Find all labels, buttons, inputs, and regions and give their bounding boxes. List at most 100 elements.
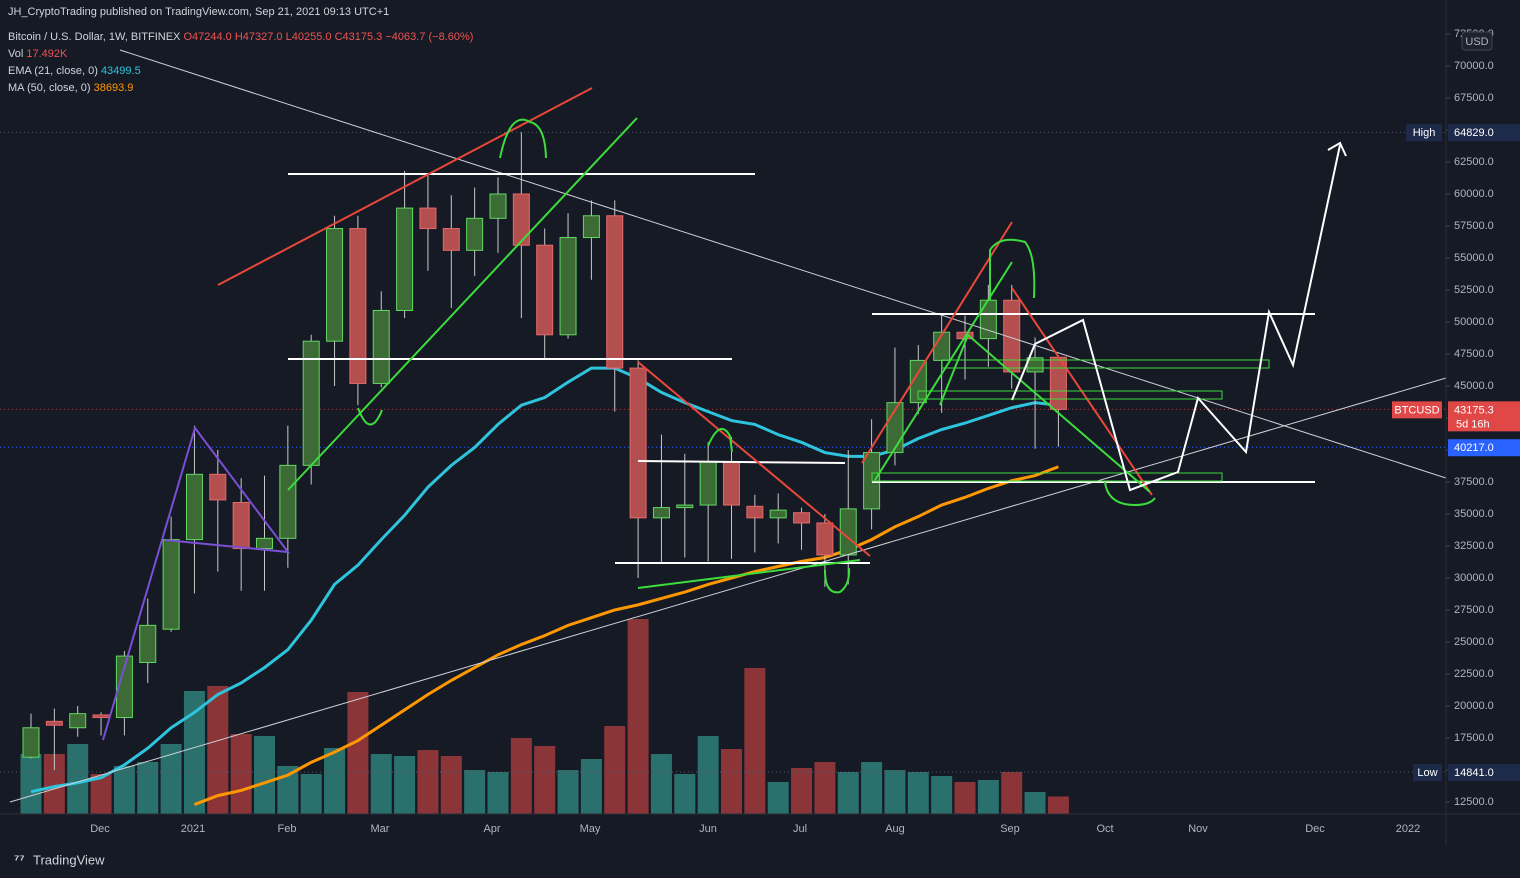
candle-body: [979, 299, 997, 340]
y-tick-label: 45000.0: [1454, 380, 1494, 392]
change: −4063.7 (−8.60%): [385, 31, 474, 43]
y-tick-label: 20000.0: [1454, 700, 1494, 712]
x-tick-label: Apr: [483, 823, 500, 835]
volume-bar: [791, 768, 813, 814]
x-tick-label: Jul: [793, 823, 807, 835]
price-label-box: [1448, 401, 1520, 432]
y-tick-label: 17500.0: [1454, 732, 1494, 744]
indicator-name: MA (50, close, 0): [8, 82, 91, 94]
volume-bar: [884, 770, 906, 814]
symbol: Bitcoin / U.S. Dollar, 1W, BITFINEX: [8, 31, 181, 43]
volume-bar: [160, 744, 182, 814]
volume-bar: [464, 770, 486, 814]
candle-body: [512, 193, 530, 246]
price-tag-box: [1413, 764, 1442, 782]
volume-bar: [767, 782, 789, 814]
price-label-box: [1448, 439, 1520, 457]
volume-bar: [324, 748, 346, 814]
candle-body: [139, 624, 157, 663]
indicator-name: Vol: [8, 48, 24, 60]
volume-bar: [604, 726, 626, 814]
price-label-box: [1448, 124, 1520, 142]
y-tick-label: 12500.0: [1454, 796, 1494, 808]
purple-pattern: [102, 425, 291, 741]
indicator-value: 38693.9: [93, 82, 134, 94]
drawings: [9, 49, 1446, 803]
volume-bar: [20, 754, 42, 814]
ohlc: H47327.0: [234, 31, 283, 43]
currency: USD: [1465, 36, 1488, 48]
indicator-value: 17.492K: [26, 48, 68, 60]
volume-bar: [650, 754, 672, 814]
candle-body: [582, 215, 600, 239]
volume-bar: [90, 774, 112, 814]
candle-body: [185, 473, 203, 541]
indicator-name: EMA (21, close, 0): [8, 65, 98, 77]
candle-layer: [22, 132, 1067, 770]
volume-bar: [580, 759, 602, 814]
volume-bar: [721, 749, 742, 814]
y-tick-label: 62500.0: [1454, 156, 1494, 168]
volume-bar: [1001, 772, 1023, 814]
volume-bar: [347, 692, 369, 814]
logo-mark: ⁷⁷: [14, 851, 25, 866]
candle-body: [489, 193, 507, 219]
volume-bar: [907, 772, 929, 814]
indicator-row: MA (50, close, 0) 38693.9: [8, 80, 473, 97]
candle-body: [652, 507, 670, 519]
candle-body: [209, 473, 227, 501]
x-tick-label: May: [580, 823, 601, 835]
price-label-value: 64829.0: [1454, 127, 1494, 139]
projection-path: [1011, 144, 1341, 492]
candle-body: [909, 359, 927, 404]
candle-body: [466, 217, 484, 251]
candle-body: [45, 720, 63, 726]
candle-body: [442, 228, 460, 251]
volume-bar: [277, 766, 299, 814]
symbol-row: Bitcoin / U.S. Dollar, 1W, BITFINEX O472…: [8, 29, 473, 46]
indicator-value: 43499.5: [100, 65, 141, 77]
candle-body: [372, 309, 390, 384]
volume-bar: [534, 746, 556, 814]
candle-body: [793, 512, 811, 524]
price-lines: [0, 131, 1446, 773]
y-tick-label: 57500.0: [1454, 220, 1494, 232]
candle-body: [723, 461, 740, 506]
x-tick-label: Mar: [371, 823, 390, 835]
volume-bar: [417, 750, 439, 814]
volume-bar: [977, 780, 999, 814]
candle-body: [559, 237, 577, 336]
levels: [288, 173, 1315, 564]
y-tick-label: 32500.0: [1454, 540, 1494, 552]
axes: 12500.015000.017500.020000.022500.025000…: [90, 28, 1520, 835]
y-tick-label: 55000.0: [1454, 252, 1494, 264]
volume-bar: [557, 770, 579, 814]
candle-body: [746, 505, 764, 519]
x-tick-label: Dec: [1305, 823, 1325, 835]
candle-body: [326, 228, 344, 342]
x-tick-label: Aug: [885, 823, 905, 835]
x-tick-label: Nov: [1188, 823, 1208, 835]
y-tick-label: 52500.0: [1454, 284, 1494, 296]
candle-body: [606, 215, 624, 369]
volume-bar: [674, 774, 696, 814]
currency-badge[interactable]: [1461, 31, 1493, 51]
volume-bar: [510, 738, 532, 814]
price-tag: BTCUSD: [1394, 404, 1439, 416]
x-tick-label: Jun: [699, 823, 717, 835]
indicator-row: EMA (21, close, 0) 43499.5: [8, 63, 473, 80]
header: JH_CryptoTrading published on TradingVie…: [8, 4, 473, 97]
arrow-head: [1327, 141, 1347, 157]
candle-body: [699, 461, 717, 506]
indicator-row: Vol 17.492K: [8, 46, 473, 63]
candle-body: [22, 727, 40, 758]
candle-body: [232, 501, 250, 550]
y-tick-label: 30000.0: [1454, 572, 1494, 584]
candle-body: [396, 207, 414, 311]
volume-bar: [814, 762, 836, 814]
x-tick-label: Feb: [278, 823, 297, 835]
x-tick-label: 2022: [1396, 823, 1420, 835]
volume-bar: [230, 734, 252, 814]
